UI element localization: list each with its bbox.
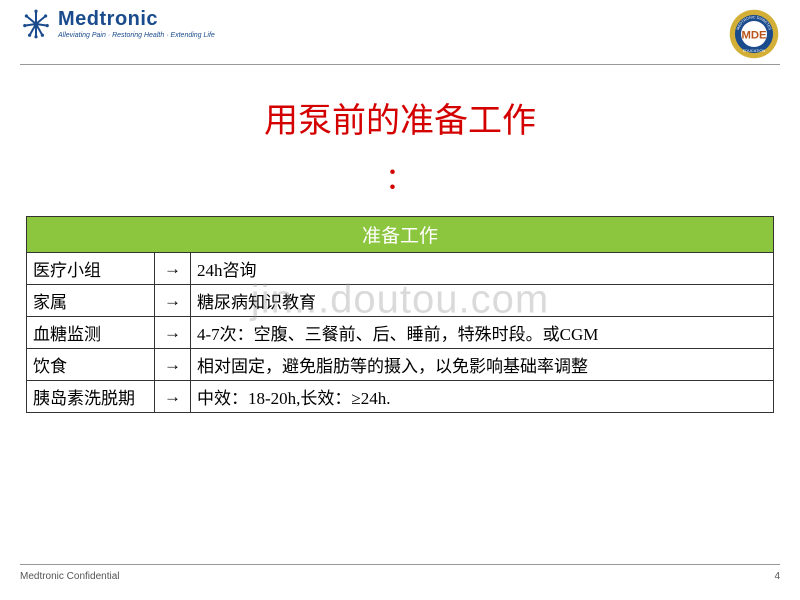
row-desc: 相对固定，避免脂肪等的摄入，以免影响基础率调整 <box>191 349 774 381</box>
brand-tagline: Alleviating Pain · Restoring Health · Ex… <box>58 32 215 39</box>
preparation-table: 准备工作 医疗小组 → 24h咨询 家属 → 糖尿病知识教育 血糖监测 → 4-… <box>26 216 774 413</box>
footer-divider <box>20 564 780 565</box>
medtronic-icon <box>20 8 52 40</box>
arrow-icon: → <box>155 253 191 285</box>
logo-text: Medtronic Alleviating Pain · Restoring H… <box>58 8 215 39</box>
table-header: 准备工作 <box>27 217 774 253</box>
table-row: 医疗小组 → 24h咨询 <box>27 253 774 285</box>
row-desc: 中效：18-20h,长效：≥24h. <box>191 381 774 413</box>
slide-header: Medtronic Alleviating Pain · Restoring H… <box>0 0 800 64</box>
arrow-icon: → <box>155 349 191 381</box>
row-label: 医疗小组 <box>27 253 155 285</box>
row-desc: 糖尿病知识教育 <box>191 285 774 317</box>
footer-left: Medtronic Confidential <box>20 571 120 582</box>
table-row: 家属 → 糖尿病知识教育 <box>27 285 774 317</box>
row-desc: 4-7次：空腹、三餐前、后、睡前，特殊时段。或CGM <box>191 317 774 349</box>
title-colon: ： <box>0 154 800 198</box>
brand-name: Medtronic <box>58 8 215 31</box>
row-label: 胰岛素洗脱期 <box>27 381 155 413</box>
mde-badge-icon: MDE MEDTRONIC DIABETES EDUCATION <box>728 8 780 60</box>
row-desc: 24h咨询 <box>191 253 774 285</box>
svg-text:EDUCATION: EDUCATION <box>743 48 766 53</box>
slide-title: 用泵前的准备工作 <box>0 93 800 142</box>
table-row: 血糖监测 → 4-7次：空腹、三餐前、后、睡前，特殊时段。或CGM <box>27 317 774 349</box>
slide-footer: Medtronic Confidential 4 <box>0 564 800 582</box>
arrow-icon: → <box>155 381 191 413</box>
table-row: 胰岛素洗脱期 → 中效：18-20h,长效：≥24h. <box>27 381 774 413</box>
arrow-icon: → <box>155 285 191 317</box>
page-number: 4 <box>774 571 780 582</box>
row-label: 家属 <box>27 285 155 317</box>
logo-left: Medtronic Alleviating Pain · Restoring H… <box>20 8 215 40</box>
table-row: 饮食 → 相对固定，避免脂肪等的摄入，以免影响基础率调整 <box>27 349 774 381</box>
arrow-icon: → <box>155 317 191 349</box>
row-label: 饮食 <box>27 349 155 381</box>
header-divider <box>20 64 780 65</box>
row-label: 血糖监测 <box>27 317 155 349</box>
svg-text:MDE: MDE <box>742 29 767 41</box>
